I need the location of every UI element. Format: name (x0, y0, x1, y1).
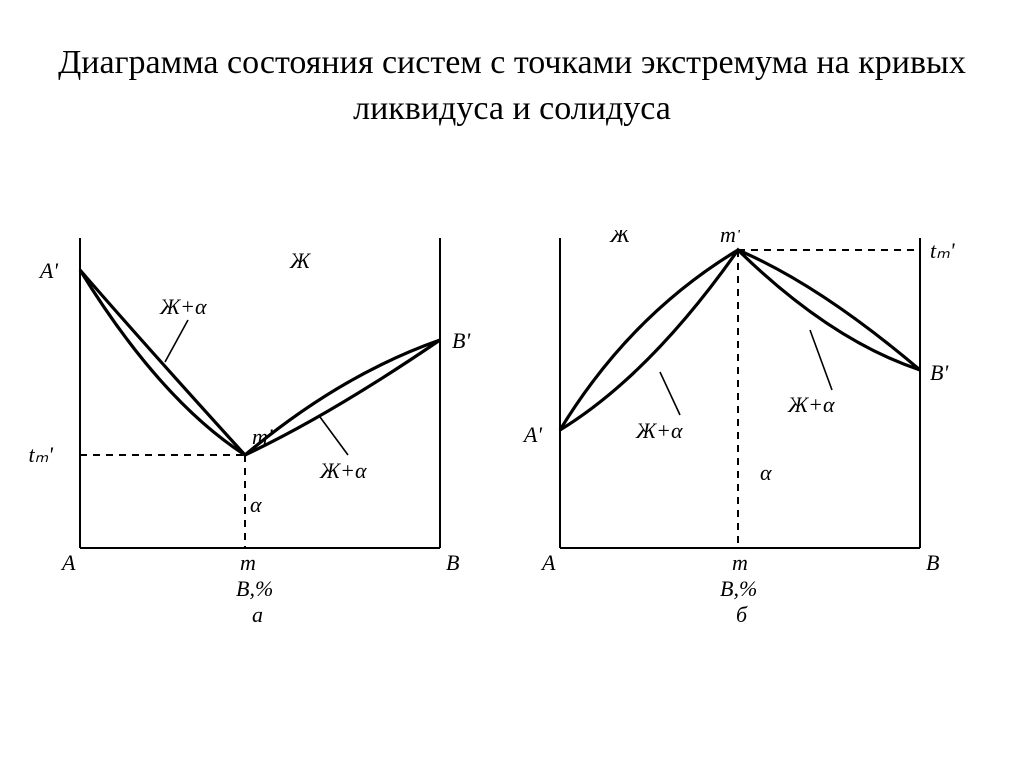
label-tm: tₘ' (930, 238, 955, 263)
label-B: B (926, 550, 939, 575)
pointer-right (320, 417, 348, 455)
label-A: A (540, 550, 556, 575)
panel-b: A' B' tₘ' m' Ж Ж+α Ж+α α A m B B,% б (522, 230, 955, 627)
label-B-prime: B' (452, 328, 470, 353)
label-m-prime: m' (720, 230, 741, 247)
label-tm: tₘ' (28, 442, 53, 467)
label-twophase-right: Ж+α (787, 392, 835, 417)
label-twophase-left: Ж+α (159, 294, 207, 319)
panel-a: A' B' tₘ' m' Ж Ж+α Ж+α α A m B B,% а (28, 238, 470, 627)
panel-a-sublabel: а (252, 602, 263, 627)
liquidus-curve (560, 250, 920, 430)
diagrams-row: A' B' tₘ' m' Ж Ж+α Ж+α α A m B B,% а (0, 230, 1024, 710)
label-twophase-right: Ж+α (319, 458, 367, 483)
label-A-prime: A' (522, 422, 542, 447)
label-xaxis: B,% (236, 576, 273, 601)
label-m-prime: m' (252, 424, 273, 449)
label-twophase-left: Ж+α (635, 418, 683, 443)
label-liquid: Ж (609, 230, 631, 247)
label-solid: α (250, 492, 262, 517)
pointer-right (810, 330, 832, 390)
label-A: A (60, 550, 76, 575)
label-B: B (446, 550, 459, 575)
page-title: Диаграмма состояния систем с точками экс… (0, 40, 1024, 132)
page: { "title": "Диаграмма состояния систем с… (0, 0, 1024, 767)
phase-diagrams-svg: A' B' tₘ' m' Ж Ж+α Ж+α α A m B B,% а (0, 230, 1024, 660)
label-A-prime: A' (38, 258, 58, 283)
label-m: m (240, 550, 256, 575)
pointer-left (165, 320, 188, 362)
label-m: m (732, 550, 748, 575)
pointer-left (660, 372, 680, 415)
solidus-curve (560, 250, 920, 430)
label-solid: α (760, 460, 772, 485)
label-B-prime: B' (930, 360, 948, 385)
label-xaxis: B,% (720, 576, 757, 601)
label-liquid: Ж (289, 248, 311, 273)
panel-b-sublabel: б (736, 602, 748, 627)
